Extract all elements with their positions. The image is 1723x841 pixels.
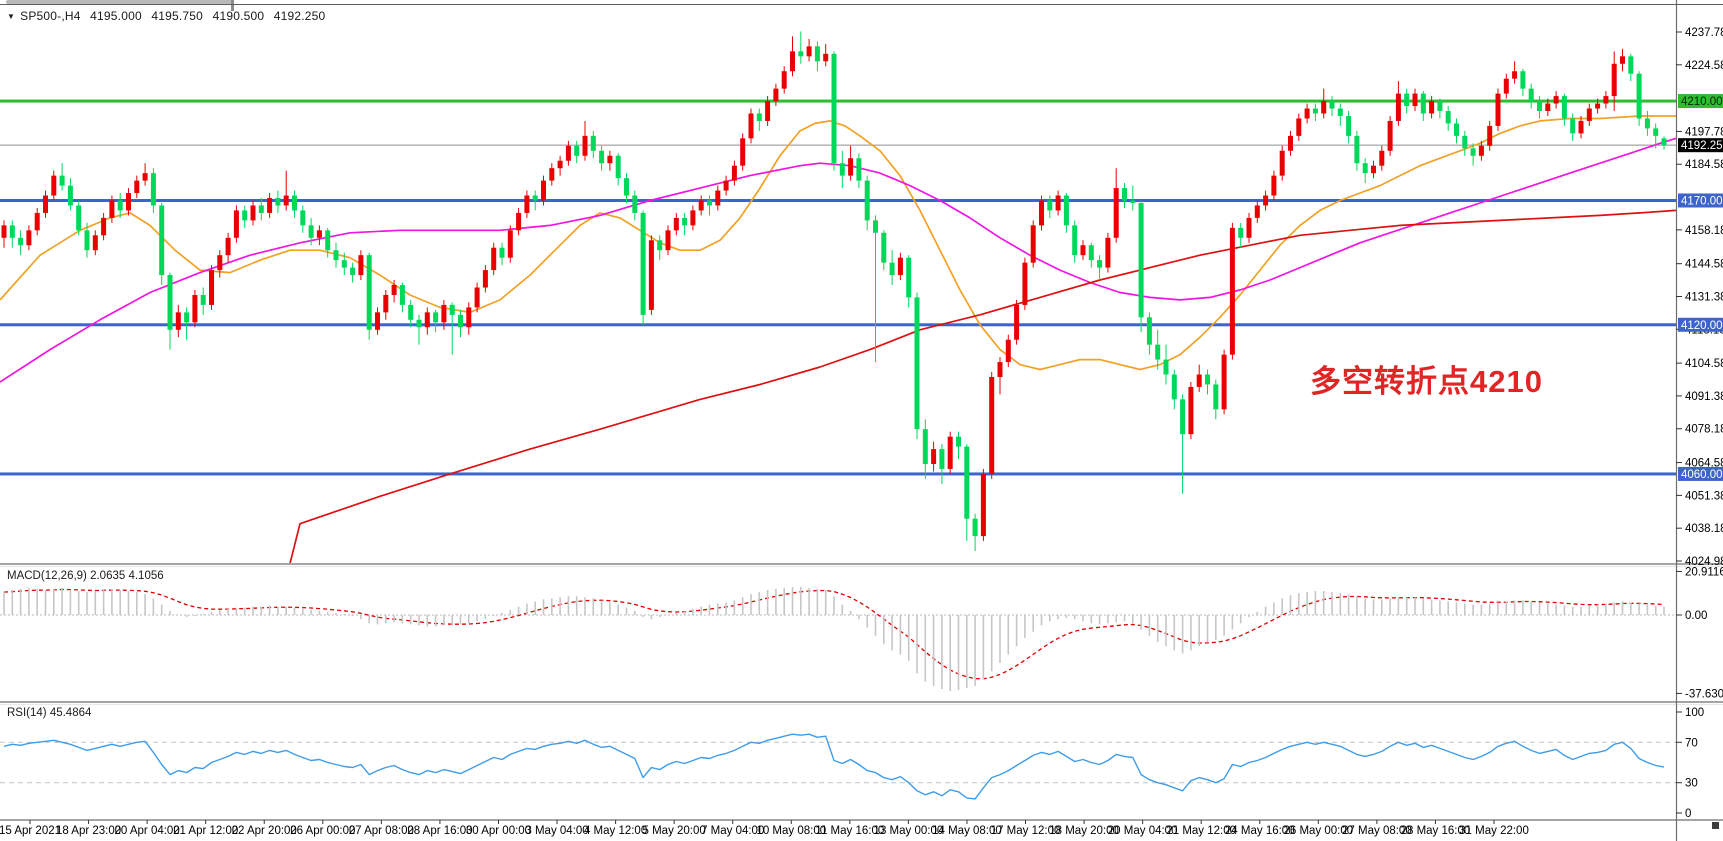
- scrollbar-thumb-handle[interactable]: [231, 0, 234, 11]
- svg-text:4158.180: 4158.180: [1685, 225, 1723, 237]
- svg-text:4091.380: 4091.380: [1685, 391, 1723, 403]
- symbol-dropdown-icon[interactable]: ▼: [7, 12, 16, 21]
- macd-histogram: [3, 586, 1665, 692]
- svg-text:100: 100: [1685, 707, 1704, 719]
- svg-text:0.00: 0.00: [1685, 610, 1707, 622]
- svg-text:4 May 12:00: 4 May 12:00: [584, 825, 647, 837]
- moving-averages: [0, 115, 1676, 563]
- price-level-lines: [0, 99, 1676, 476]
- svg-text:18 May 20:00: 18 May 20:00: [1049, 825, 1119, 837]
- svg-text:26 Apr 00:00: 26 Apr 00:00: [290, 825, 355, 837]
- ohlc-low: 4190.500: [212, 9, 265, 23]
- svg-text:4131.380: 4131.380: [1685, 291, 1723, 303]
- svg-text:18 Apr 23:00: 18 Apr 23:00: [56, 825, 121, 837]
- svg-text:15 Apr 2021: 15 Apr 2021: [0, 825, 61, 837]
- rsi-axis: 100 70 30 0: [1676, 707, 1704, 820]
- svg-text:26 May 00:00: 26 May 00:00: [1283, 825, 1353, 837]
- svg-text:27 May 08:00: 27 May 08:00: [1342, 825, 1412, 837]
- svg-text:30 Apr 00:00: 30 Apr 00:00: [466, 825, 531, 837]
- price-axis: 4237.780 4224.580 4197.780 4184.580 4158.180…: [1676, 27, 1723, 568]
- svg-text:4144.580: 4144.580: [1685, 259, 1723, 271]
- chart-shift-marker: [1712, 822, 1719, 829]
- svg-text:11 May 16:00: 11 May 16:00: [815, 825, 884, 837]
- svg-text:3 May 04:00: 3 May 04:00: [525, 825, 588, 837]
- symbol-name: SP500-,H4: [20, 9, 81, 23]
- svg-text:17 May 12:00: 17 May 12:00: [991, 825, 1061, 837]
- macd-axis: 20.9116 0.00 -37.6302: [1676, 566, 1723, 700]
- svg-text:28 May 16:00: 28 May 16:00: [1401, 825, 1471, 837]
- svg-text:4078.180: 4078.180: [1685, 424, 1723, 436]
- svg-text:4224.580: 4224.580: [1685, 60, 1723, 72]
- svg-text:31 May 22:00: 31 May 22:00: [1459, 825, 1529, 837]
- svg-text:4064.580: 4064.580: [1685, 458, 1723, 470]
- ma-slow-red: [289, 209, 1676, 563]
- svg-text:13 May 00:00: 13 May 00:00: [874, 825, 944, 837]
- svg-text:28 Apr 16:00: 28 Apr 16:00: [407, 825, 472, 837]
- svg-text:21 Apr 12:00: 21 Apr 12:00: [173, 825, 238, 837]
- rsi-panel: [0, 733, 1676, 800]
- svg-text:10 May 08:00: 10 May 08:00: [756, 825, 826, 837]
- ohlc-close: 4192.250: [273, 9, 326, 23]
- svg-text:4038.180: 4038.180: [1685, 523, 1723, 535]
- svg-text:4051.380: 4051.380: [1685, 490, 1723, 502]
- svg-text:4197.780: 4197.780: [1685, 126, 1723, 138]
- svg-text:20.9116: 20.9116: [1685, 566, 1723, 578]
- svg-text:5 May 20:00: 5 May 20:00: [643, 825, 706, 837]
- svg-text:14 May 08:00: 14 May 08:00: [932, 825, 1002, 837]
- ohlc-open: 4195.000: [90, 9, 142, 23]
- svg-text:4060.000: 4060.000: [1681, 469, 1723, 481]
- rsi-indicator-label: RSI(14) 45.4864: [7, 707, 92, 719]
- horizontal-scrollbar[interactable]: [6, 0, 232, 4]
- svg-text:4237.780: 4237.780: [1685, 27, 1723, 39]
- macd-panel: [0, 588, 1676, 680]
- svg-text:4024.980: 4024.980: [1685, 556, 1723, 568]
- svg-text:4184.580: 4184.580: [1685, 159, 1723, 171]
- svg-text:20 Apr 04:00: 20 Apr 04:00: [115, 825, 180, 837]
- svg-text:4192.250: 4192.250: [1681, 140, 1723, 152]
- svg-text:20 May 04:00: 20 May 04:00: [1108, 825, 1178, 837]
- svg-text:4210.000: 4210.000: [1681, 96, 1723, 108]
- rsi-line: [3, 733, 1665, 800]
- macd-signal-line: [3, 588, 1665, 680]
- svg-text:22 Apr 20:00: 22 Apr 20:00: [232, 825, 297, 837]
- ma-mid-magenta: [0, 137, 1676, 383]
- svg-text:0: 0: [1685, 808, 1691, 820]
- analyst-annotation-text: 多空转折点4210: [1310, 364, 1543, 399]
- svg-text:30: 30: [1685, 778, 1698, 790]
- svg-text:7 May 04:00: 7 May 04:00: [701, 825, 764, 837]
- candlesticks: [1, 31, 1667, 552]
- svg-text:4170.000: 4170.000: [1681, 195, 1723, 207]
- svg-text:70: 70: [1685, 737, 1698, 749]
- ohlc-high: 4195.750: [151, 9, 204, 23]
- symbol-ohlc-line: ▼ SP500-,H4 4195.000 4195.750 4190.500 41…: [7, 9, 331, 23]
- svg-text:24 May 16:00: 24 May 16:00: [1225, 825, 1295, 837]
- svg-text:4104.580: 4104.580: [1685, 358, 1723, 370]
- svg-text:4120.000: 4120.000: [1681, 320, 1723, 332]
- svg-text:-37.6302: -37.6302: [1685, 688, 1723, 700]
- window-top-border: [0, 4, 1723, 5]
- macd-indicator-label: MACD(12,26,9) 2.0635 4.1056: [7, 570, 164, 582]
- svg-text:27 Apr 08:00: 27 Apr 08:00: [349, 825, 414, 837]
- svg-text:21 May 12:00: 21 May 12:00: [1166, 825, 1236, 837]
- ma-fast-orange: [0, 115, 1676, 371]
